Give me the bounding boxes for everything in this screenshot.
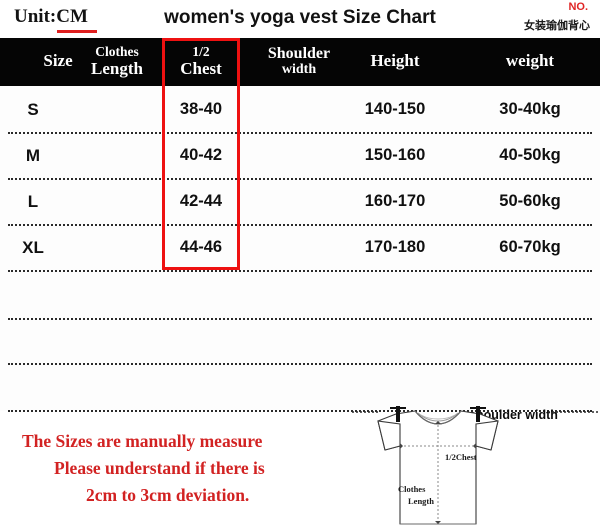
row-separator bbox=[8, 318, 592, 320]
chest-tick-left bbox=[400, 443, 403, 449]
chart-header-bar: Unit:CM women's yoga vest Size Chart NO.… bbox=[0, 0, 600, 38]
column-header-half-chest: 1/2 Chest bbox=[180, 44, 222, 78]
cell-half-chest: 38-40 bbox=[179, 100, 223, 118]
row-separator bbox=[8, 132, 592, 134]
tshirt-sleeve-right bbox=[475, 420, 499, 451]
cell-half-chest: 40-42 bbox=[179, 146, 223, 164]
column-header-height: Height bbox=[370, 51, 420, 70]
half-chest-diagram-label: 1/2Chest bbox=[445, 452, 477, 462]
measurement-disclaimer: The Sizes are manually measure Please un… bbox=[8, 428, 348, 509]
no-label: NO. bbox=[568, 1, 588, 13]
length-diagram-label: Length bbox=[408, 496, 434, 506]
shoulder-marker-left bbox=[396, 406, 400, 422]
column-header-weight: weight bbox=[505, 51, 555, 70]
length-tick-top bbox=[435, 421, 441, 424]
disclaimer-line-1: The Sizes are manually measure bbox=[22, 431, 263, 451]
clothes-diagram-label: Clothes bbox=[398, 484, 426, 494]
chinese-product-label: 女装瑜伽背心 bbox=[524, 19, 590, 32]
cell-weight: 50-60kg bbox=[499, 192, 561, 210]
cell-half-chest: 42-44 bbox=[179, 192, 223, 210]
chest-tick-right bbox=[473, 443, 476, 449]
table-header-row: Size Clothes Length 1/2 Chest Shoulder w… bbox=[0, 38, 600, 86]
cell-half-chest: 44-46 bbox=[179, 238, 223, 256]
column-header-size: Size bbox=[43, 51, 73, 70]
disclaimer-line-3: 2cm to 3cm deviation. bbox=[86, 485, 250, 506]
cell-height: 160-170 bbox=[364, 192, 426, 210]
table-body: S 38-40 140-150 30-40kg M 40-42 150-160 … bbox=[0, 86, 600, 412]
row-separator bbox=[8, 178, 592, 180]
disclaimer-line-2: Please understand if there is bbox=[54, 458, 265, 479]
row-separator bbox=[8, 270, 592, 272]
cell-size: M bbox=[25, 146, 41, 165]
cell-weight: 40-50kg bbox=[499, 146, 561, 164]
garment-measurement-diagram: 1/2Chest Clothes Length bbox=[352, 406, 600, 525]
cell-height: 150-160 bbox=[364, 146, 426, 164]
cell-size: S bbox=[27, 100, 39, 119]
length-tick-bottom bbox=[435, 521, 441, 524]
cell-size: XL bbox=[22, 238, 44, 257]
page-title: women's yoga vest Size Chart bbox=[164, 7, 436, 28]
row-separator bbox=[8, 363, 592, 365]
cell-weight: 30-40kg bbox=[499, 100, 561, 118]
unit-underline bbox=[57, 30, 97, 33]
cell-height: 140-150 bbox=[364, 100, 426, 118]
column-header-shoulder-width: Shoulder width bbox=[267, 45, 331, 78]
column-header-clothes-length: Clothes Length bbox=[91, 44, 143, 78]
cell-size: L bbox=[27, 192, 39, 211]
unit-label: Unit:CM bbox=[14, 6, 88, 27]
shoulder-marker-right bbox=[476, 406, 480, 422]
cell-height: 170-180 bbox=[364, 238, 426, 256]
cell-weight: 60-70kg bbox=[499, 238, 561, 256]
row-separator bbox=[8, 224, 592, 226]
row-separator bbox=[8, 410, 592, 412]
tshirt-sleeve-left bbox=[377, 420, 401, 451]
tshirt-collar-inner-2 bbox=[420, 414, 456, 420]
